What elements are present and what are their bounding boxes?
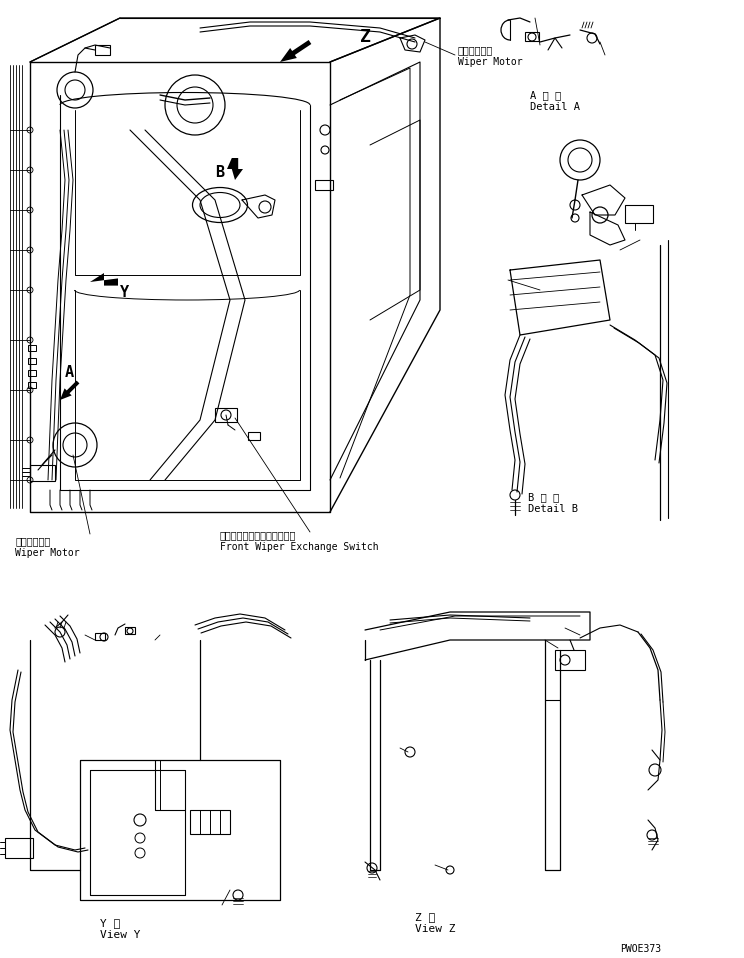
- Bar: [525, 32, 539, 41]
- Bar: [215, 408, 237, 422]
- Bar: [30, 465, 55, 481]
- Text: Wiper Motor: Wiper Motor: [458, 57, 522, 67]
- Text: Wiper Motor: Wiper Motor: [15, 548, 80, 558]
- Bar: [28, 345, 36, 351]
- Bar: [625, 205, 653, 223]
- Bar: [5, 838, 33, 858]
- Bar: [190, 810, 230, 834]
- Text: Y 椄: Y 椄: [100, 918, 121, 928]
- Text: View Z: View Z: [415, 924, 455, 934]
- Polygon shape: [60, 380, 80, 400]
- Text: ワイパモータ: ワイパモータ: [458, 45, 493, 55]
- Bar: [248, 432, 260, 440]
- Text: B 詳 細: B 詳 細: [528, 492, 559, 502]
- Text: A: A: [65, 365, 74, 380]
- Text: Detail A: Detail A: [530, 102, 580, 112]
- Bar: [28, 382, 36, 388]
- Bar: [28, 370, 36, 376]
- Text: Z 椄: Z 椄: [415, 912, 435, 922]
- Bar: [315, 180, 333, 190]
- Polygon shape: [227, 158, 243, 180]
- Text: フロントワイパ切換スイッチ: フロントワイパ切換スイッチ: [220, 530, 296, 540]
- Text: View Y: View Y: [100, 930, 141, 940]
- Bar: [95, 633, 105, 640]
- Bar: [95, 45, 110, 55]
- Bar: [28, 358, 36, 364]
- Text: PWOE373: PWOE373: [620, 944, 661, 954]
- Text: Y: Y: [120, 285, 129, 300]
- Text: B: B: [215, 165, 224, 180]
- Text: Front Wiper Exchange Switch: Front Wiper Exchange Switch: [220, 542, 379, 552]
- Text: Detail B: Detail B: [528, 504, 578, 514]
- Text: A 詳 細: A 詳 細: [530, 90, 561, 100]
- Text: ワイパモータ: ワイパモータ: [15, 536, 51, 546]
- Polygon shape: [280, 40, 311, 62]
- Polygon shape: [90, 273, 118, 291]
- Bar: [555, 650, 585, 670]
- Text: Z: Z: [360, 28, 371, 46]
- Bar: [125, 627, 135, 634]
